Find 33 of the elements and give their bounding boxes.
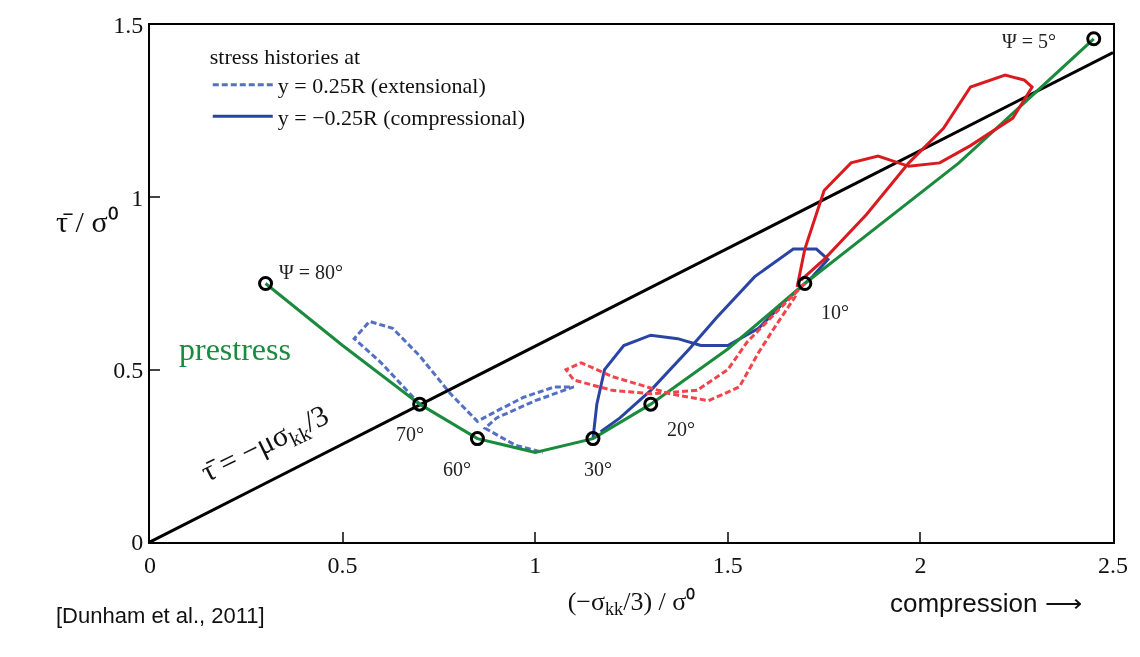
point — [585, 431, 601, 447]
point — [643, 396, 659, 412]
annotation: prestress — [179, 331, 291, 367]
annotation: Ψ = 80° — [279, 261, 344, 283]
x-axis-title: (−σ$_{kk}$/3) / σ⁰ — [567, 587, 696, 620]
legend-title: stress histories at — [209, 43, 361, 69]
x-tick-label: 1.5 — [712, 551, 743, 578]
x-tick-label: 2 — [914, 551, 927, 578]
annotation: 30° — [584, 458, 612, 480]
x-tick-label: 2.5 — [1098, 551, 1128, 578]
annotation: 20° — [667, 418, 695, 440]
line-series — [352, 319, 576, 454]
point — [412, 396, 428, 412]
y-tick-label: 1.5 — [113, 12, 144, 39]
line-series — [795, 73, 1034, 289]
legend-label: y = −0.25R (compressional) — [277, 104, 526, 130]
point — [258, 276, 274, 291]
text: [Dunham et al., 2011] — [56, 603, 265, 628]
x-tick-label: 0.5 — [327, 551, 358, 578]
point — [469, 431, 485, 447]
annotation: 10° — [821, 301, 849, 323]
point — [1086, 31, 1102, 47]
annotation: 70° — [396, 423, 424, 445]
y-axis-title: τ̄ / σ⁰ — [56, 205, 119, 238]
x-tick-label: 1 — [529, 551, 542, 578]
point — [797, 276, 813, 291]
legend-label: y = 0.25R (extensional) — [277, 73, 486, 99]
y-tick-label: 0.5 — [113, 357, 144, 384]
annotation: Ψ = 5° — [1002, 30, 1057, 52]
text: compression ⟶ — [890, 588, 1082, 618]
y-tick-label: 0 — [131, 529, 144, 556]
y-tick-label: 1 — [131, 184, 144, 211]
annotation: 60° — [443, 458, 471, 480]
